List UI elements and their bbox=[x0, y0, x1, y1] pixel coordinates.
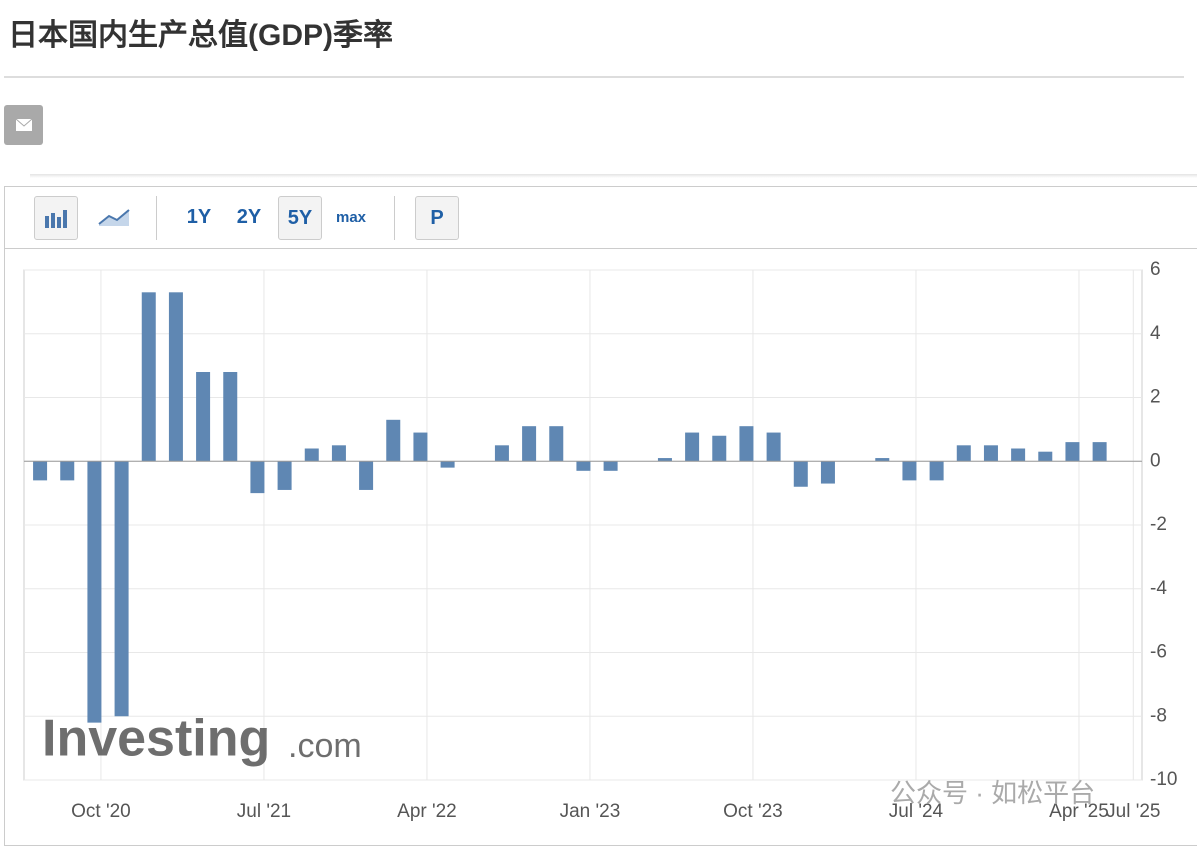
bar-icon bbox=[45, 210, 67, 228]
toolbar-separator bbox=[394, 196, 395, 240]
bar-chart-button[interactable] bbox=[34, 196, 78, 240]
range-button[interactable]: 1Y bbox=[186, 205, 212, 228]
email-button[interactable] bbox=[4, 105, 43, 145]
line-chart-button[interactable] bbox=[94, 196, 134, 238]
line-icon bbox=[98, 209, 130, 226]
chart-box bbox=[4, 186, 1197, 846]
range-button[interactable]: 5Y bbox=[278, 196, 322, 240]
page-title: 日本国内生产总值(GDP)季率 bbox=[8, 19, 393, 52]
divider bbox=[4, 76, 1184, 78]
range-button[interactable]: 2Y bbox=[236, 205, 262, 228]
toolbar-separator bbox=[4, 248, 1197, 249]
toolbar-separator bbox=[156, 196, 157, 240]
shadow-line bbox=[30, 174, 1197, 178]
range-button[interactable]: max bbox=[335, 208, 367, 226]
p-button[interactable]: P bbox=[415, 196, 459, 240]
email-icon bbox=[15, 118, 33, 131]
